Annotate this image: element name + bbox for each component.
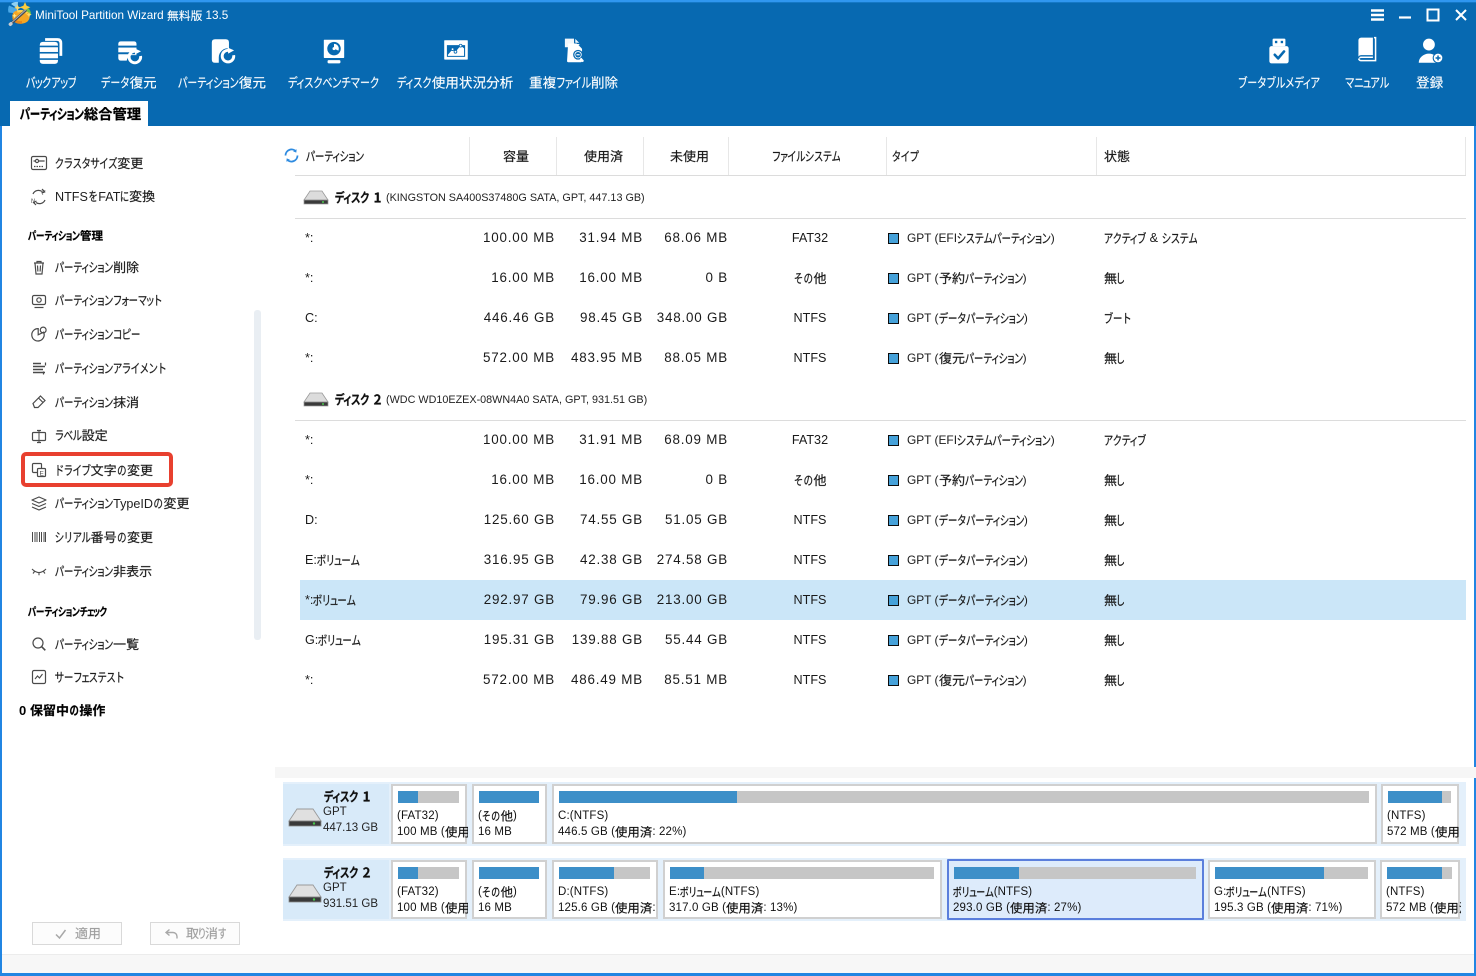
svg-text:N: N <box>31 199 35 205</box>
svg-text:F: F <box>42 191 46 197</box>
svg-text:E: E <box>40 471 45 478</box>
